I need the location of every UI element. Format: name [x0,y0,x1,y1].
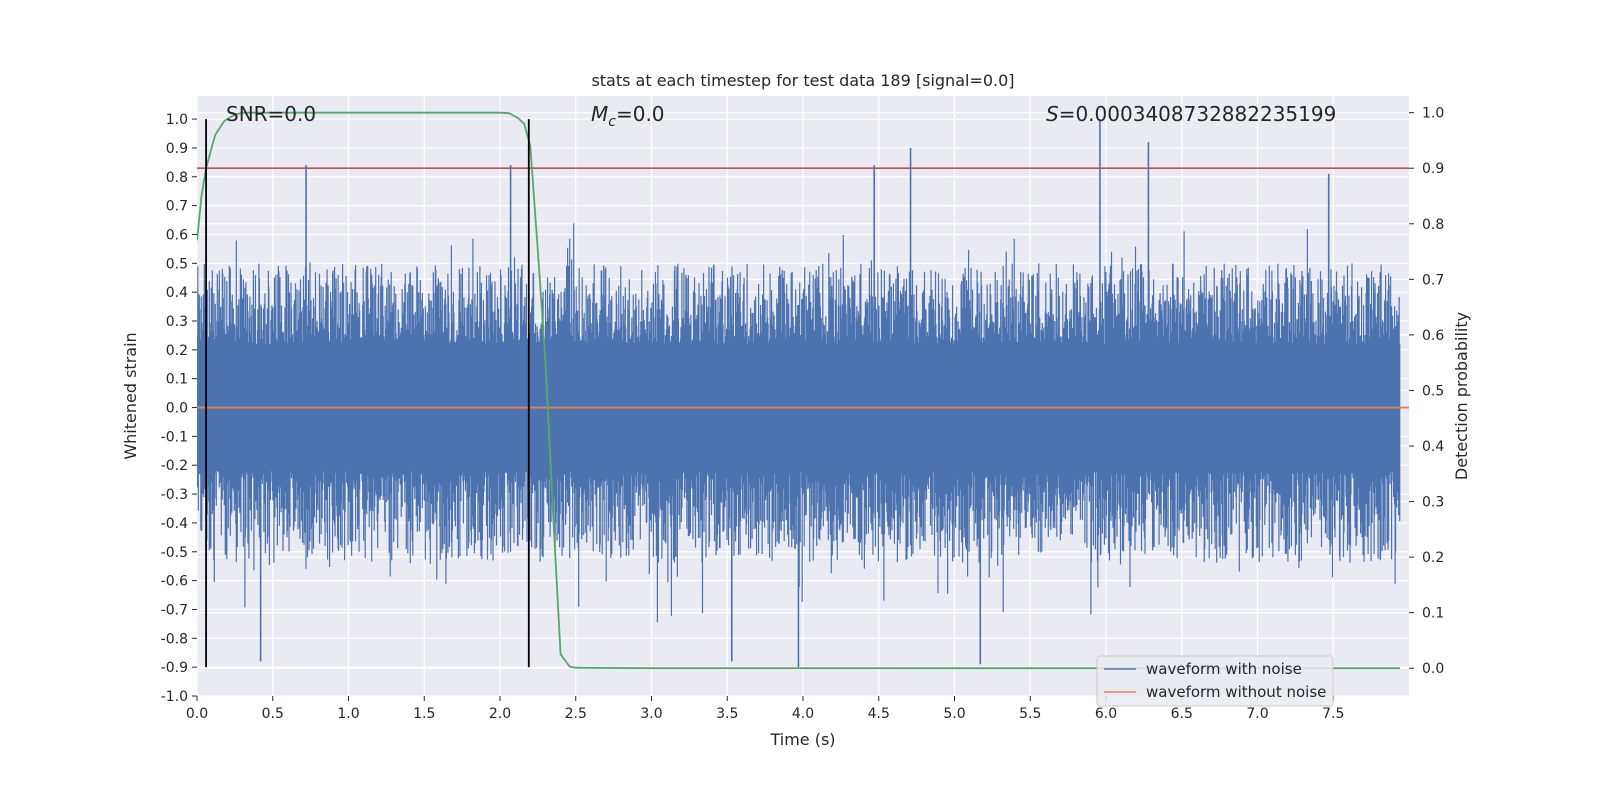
x-tick-label: 7.5 [1322,706,1344,722]
y-axis-left-label: Whitened strain [121,332,140,459]
y-left-tick-label: 0.9 [166,141,188,157]
mc-annotation: Mc=0.0 [591,102,665,130]
y-right-tick-label: 0.8 [1422,217,1444,233]
y-left-tick-label: 0.6 [166,227,188,243]
detection-probability-line [197,111,1400,670]
snr-annotation: SNR=0.0 [226,102,316,126]
x-tick-label: 0.0 [186,706,208,722]
waveform-with-noise-upper [197,223,1401,408]
legend-label-noise: waveform with noise [1146,660,1302,678]
x-tick-label: 3.0 [640,706,662,722]
y-left-tick-label: 0.1 [166,372,188,388]
y-right-tick-label: 0.5 [1422,383,1444,399]
y-left-tick-label: -0.6 [161,574,188,590]
y-left-tick-label: -0.1 [161,429,188,445]
x-tick-label: 1.5 [413,706,435,722]
y-left-tick-label: -0.4 [161,516,188,532]
y-left-tick-label: 0.0 [166,401,188,417]
x-tick-label: 4.0 [792,706,814,722]
x-tick-label: 6.0 [1095,706,1117,722]
mc-subscript: c [608,114,616,130]
y-right-tick-label: 0.6 [1422,328,1444,344]
series-layer [197,111,1409,670]
y-left-tick-label: -1.0 [161,689,188,705]
y-left-tick-label: -0.7 [161,602,188,618]
s-symbol: S [1046,102,1059,126]
mc-value: =0.0 [616,102,665,126]
mc-symbol: M [591,102,608,126]
s-value: =0.0003408732882235199 [1059,102,1337,126]
x-tick-label: 7.0 [1246,706,1268,722]
y-left-tick-label: 0.4 [166,285,188,301]
legend-box [1096,655,1334,707]
y-left-tick-label: -0.2 [161,458,188,474]
y-left-tick-label: -0.3 [161,487,188,503]
y-left-tick-label: 0.3 [166,314,188,330]
y-right-tick-label: 0.9 [1422,161,1444,177]
x-tick-label: 1.0 [337,706,359,722]
y-left-tick-label: -0.5 [161,545,188,561]
y-left-tick-label: 0.8 [166,170,188,186]
x-tick-label: 6.5 [1171,706,1193,722]
y-left-tick-label: -0.8 [161,631,188,647]
x-tick-label: 0.5 [262,706,284,722]
y-left-tick-label: 1.0 [166,112,188,128]
y-right-tick-label: 1.0 [1422,106,1444,122]
x-tick-label: 2.0 [489,706,511,722]
chart-title: stats at each timestep for test data 189… [591,71,1014,90]
legend-label-clean: waveform without noise [1146,683,1326,701]
y-right-tick-label: 0.3 [1422,495,1444,511]
y-right-tick-label: 0.4 [1422,439,1444,455]
axes: 1.0 0.9 0.8 0.7 0.6 0.5 0.4 0.3 0.2 0.1 0.0 -0.1 -0.… [161,106,1445,722]
y-right-tick-label: 0.2 [1422,550,1444,566]
x-tick-label: 3.5 [716,706,738,722]
x-axis-label: Time (s) [769,730,835,749]
legend: waveform with noise waveform without noi… [1096,655,1334,707]
y-left-tick-label: -0.9 [161,660,188,676]
y-right-tick-label: 0.1 [1422,606,1444,622]
x-tick-label: 5.5 [1019,706,1041,722]
x-tick-label: 5.0 [943,706,965,722]
s-annotation: S=0.0003408732882235199 [1046,102,1336,126]
y-axis-right-label: Detection probability [1452,312,1471,480]
y-right-tick-label: 0.7 [1422,272,1444,288]
x-tick-label: 4.5 [868,706,890,722]
y-left-tick-label: 0.7 [166,199,188,215]
y-left-tick-label: 0.5 [166,256,188,272]
y-right-tick-label: 0.0 [1422,661,1444,677]
x-tick-label: 2.5 [565,706,587,722]
y-left-tick-label: 0.2 [166,343,188,359]
